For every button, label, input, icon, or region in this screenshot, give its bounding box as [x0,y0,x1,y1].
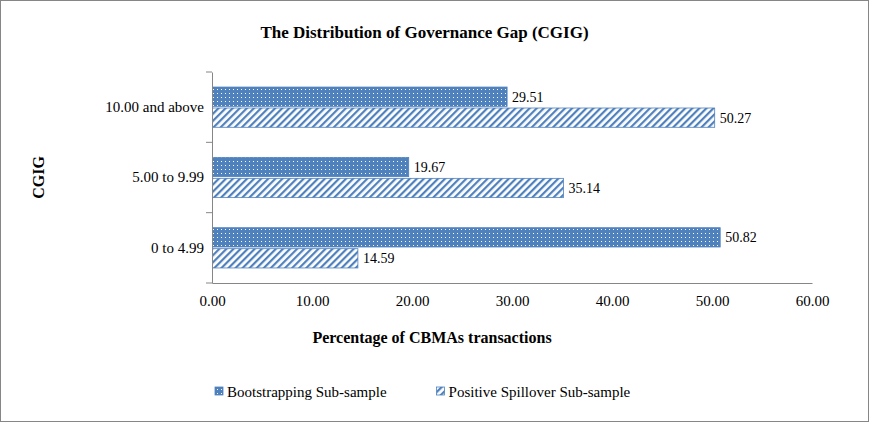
y-tick: 5.00 to 9.99 [132,169,212,185]
x-tick: 30.00 [496,283,530,309]
y-axis: 0 to 4.99 5.00 to 9.99 10.00 and above [105,73,212,284]
category-separator [206,72,212,73]
bars [212,87,720,268]
category-separator [206,212,212,213]
x-tick-label: 10.00 [296,293,330,309]
title: The Distribution of Governance Gap (CGIG… [260,23,588,42]
chart: The Distribution of Governance Gap (CGIG… [0,0,869,422]
bar [212,249,358,268]
x-tick-label: 60.00 [796,293,830,309]
y-tick-label: 10.00 and above [105,99,204,115]
legend-item: Bootstrapping Sub-sample [215,384,387,400]
x-tick-label: 50.00 [696,293,730,309]
x-tick: 60.00 [796,283,830,309]
x-tick-label: 0.00 [199,293,225,309]
data-labels: 50.82 19.67 29.51 14.59 35.14 50.27 [363,90,757,267]
data-label: 50.82 [725,230,757,245]
bar [212,108,715,127]
x-axis: 0.00 10.00 20.00 30.00 40.00 50.00 60.00 [199,283,829,309]
data-label: 35.14 [568,181,600,196]
data-label: 50.27 [720,111,752,126]
x-tick: 0.00 [199,283,225,309]
bar [212,157,409,176]
data-label: 29.51 [512,90,544,105]
x-axis-title: Percentage of CBMAs transactions [312,329,551,347]
x-tick: 20.00 [396,283,430,309]
data-label: 19.67 [414,160,446,175]
x-tick: 40.00 [596,283,630,309]
y-tick: 10.00 and above [105,99,212,115]
bar [212,228,720,247]
x-axis-line [213,283,813,284]
x-tick-label: 30.00 [496,293,530,309]
y-axis-line [212,73,213,284]
y-tick-label: 0 to 4.99 [151,240,204,256]
data-label: 14.59 [363,251,395,266]
y-tick-label: 5.00 to 9.99 [132,169,204,185]
legend: Bootstrapping Sub-sample Positive Spillov… [215,384,631,400]
chart-border [1,1,869,422]
x-tick: 10.00 [296,283,330,309]
x-tick: 50.00 [696,283,730,309]
category-separator [206,142,212,143]
legend-swatch [215,387,223,395]
legend-swatch [437,387,445,395]
x-tick-label: 20.00 [396,293,430,309]
bar [212,87,507,106]
category-separator [206,283,212,284]
legend-item: Positive Spillover Sub-sample [437,384,631,400]
legend-label: Bootstrapping Sub-sample [227,384,387,400]
legend-label: Positive Spillover Sub-sample [449,384,631,400]
x-tick-label: 40.00 [596,293,630,309]
y-tick: 0 to 4.99 [151,240,212,256]
y-axis-title: CGIG [30,156,47,199]
bar [212,178,563,197]
